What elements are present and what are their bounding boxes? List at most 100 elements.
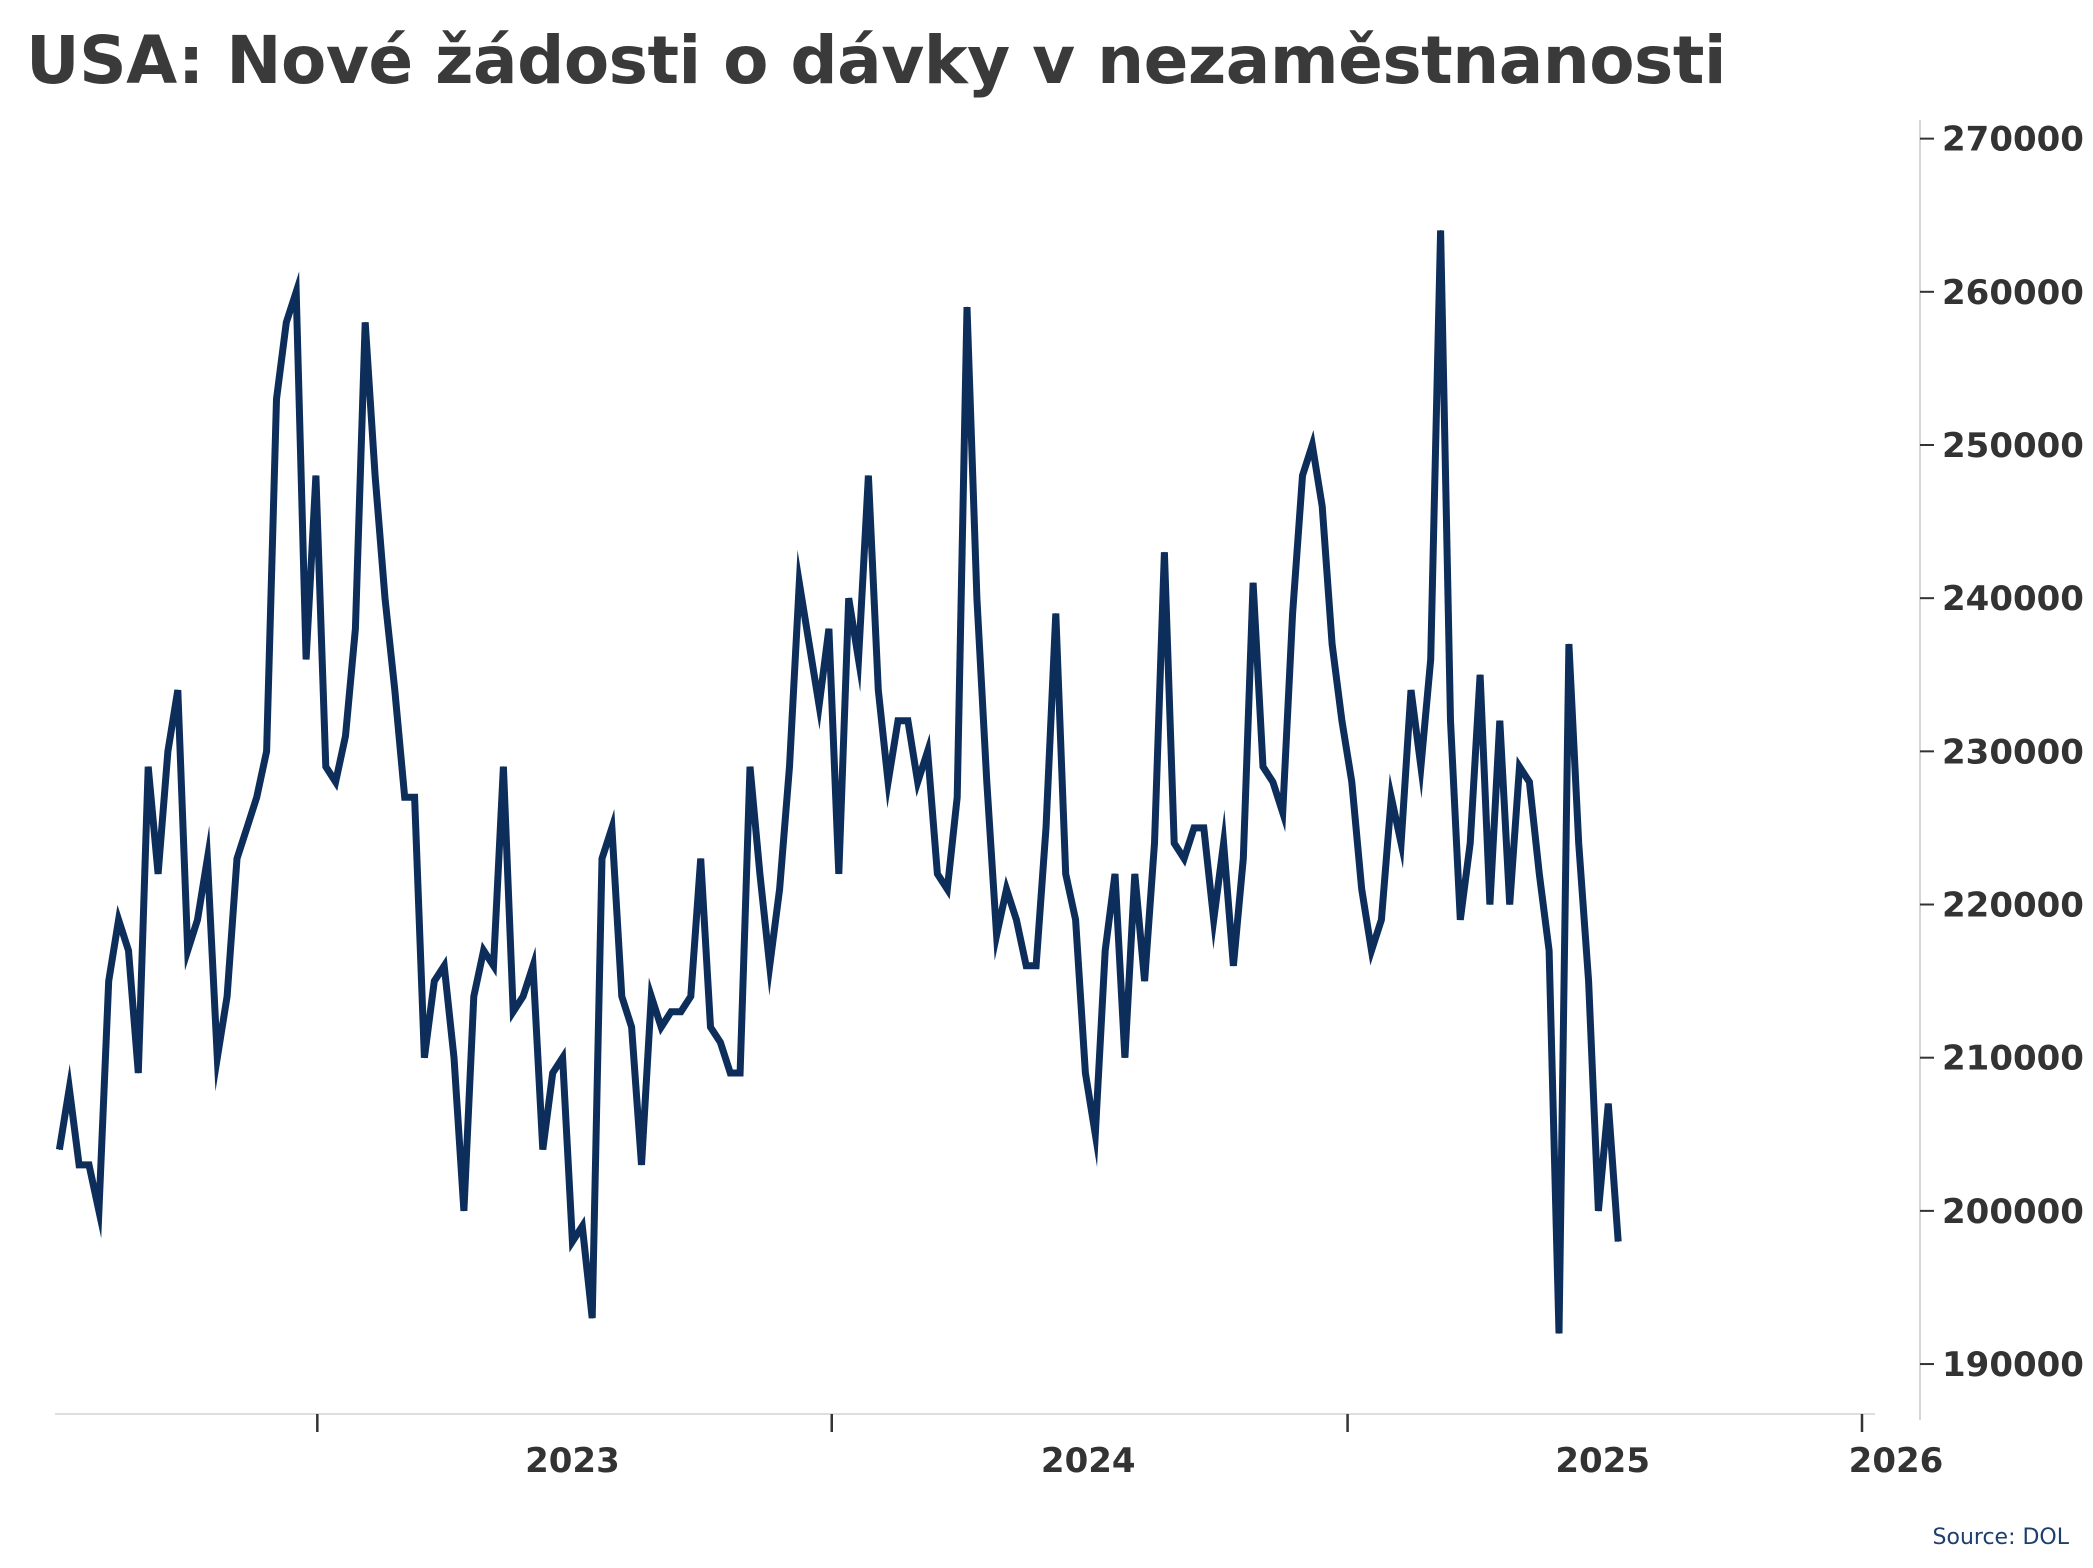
series-layer (55, 230, 1622, 1334)
data-point (729, 1072, 731, 1074)
y-tick-label: 210000 (1942, 1039, 2084, 1079)
data-point (1440, 230, 1442, 231)
data-point (779, 888, 781, 890)
data-point (335, 781, 337, 783)
data-point (1331, 643, 1333, 645)
data-point (828, 628, 830, 630)
data-point (877, 689, 879, 691)
data-point (1548, 950, 1550, 951)
data-point (206, 858, 208, 860)
data-point (1410, 689, 1412, 691)
data-point (562, 1057, 564, 1059)
data-point (1519, 766, 1520, 768)
data-point (473, 995, 475, 997)
data-point (256, 796, 258, 798)
data-point (167, 750, 169, 752)
data-point (1400, 842, 1402, 844)
data-point (522, 995, 524, 997)
data-point (542, 1149, 544, 1151)
data-point (394, 689, 396, 691)
data-point (739, 1072, 741, 1074)
data-point (1213, 919, 1215, 921)
data-point (1252, 582, 1254, 584)
y-tick-label: 230000 (1942, 732, 2084, 772)
data-point (680, 1011, 682, 1013)
data-point (187, 950, 189, 951)
data-point (315, 475, 317, 477)
data-point (88, 1164, 90, 1166)
x-tick-label: 2024 (1041, 1441, 1136, 1481)
data-point (1084, 1072, 1086, 1074)
data-point (1232, 965, 1234, 967)
data-point (641, 1164, 642, 1166)
data-point (660, 1026, 662, 1028)
data-point (867, 475, 869, 477)
data-point (1183, 858, 1185, 860)
data-point (68, 1087, 70, 1089)
data-point (769, 965, 771, 967)
data-point (285, 321, 287, 323)
data-point (493, 965, 494, 967)
data-point (364, 321, 366, 323)
data-point (443, 965, 445, 967)
data-point (345, 735, 346, 737)
data-point (433, 980, 435, 982)
data-point (996, 934, 998, 936)
data-point (917, 781, 919, 783)
data-point (670, 1011, 672, 1013)
data-point (483, 950, 485, 951)
source-note: Source: DOL (1932, 1525, 2069, 1550)
data-point (1568, 643, 1570, 645)
data-point (463, 1210, 465, 1212)
data-point (295, 291, 297, 293)
data-point (838, 873, 840, 875)
data-point (1489, 904, 1491, 905)
data-point (690, 995, 692, 997)
data-point (1509, 904, 1511, 905)
data-point (1538, 873, 1540, 875)
data-point (1124, 1057, 1126, 1059)
y-tick-label: 220000 (1942, 886, 2084, 926)
data-point (631, 1026, 633, 1028)
data-point (927, 750, 929, 752)
data-point (1193, 827, 1195, 829)
data-point (789, 766, 790, 768)
data-point (147, 766, 149, 768)
data-point (137, 1072, 139, 1074)
data-point (1065, 873, 1067, 875)
data-point (1075, 919, 1077, 921)
data-point (749, 766, 751, 768)
data-point (887, 781, 889, 783)
data-point (1499, 720, 1501, 722)
data-point (1015, 919, 1017, 921)
y-tick-label: 190000 (1942, 1345, 2084, 1385)
data-point (976, 597, 978, 599)
data-point (58, 1149, 60, 1151)
data-point (946, 888, 948, 890)
y-tick-label: 240000 (1942, 579, 2084, 619)
data-point (1578, 842, 1580, 844)
y-tick-label: 270000 (1942, 120, 2084, 160)
data-point (1104, 950, 1106, 951)
data-point (512, 1011, 514, 1013)
data-point (1479, 674, 1481, 676)
data-point (1025, 965, 1027, 967)
data-point (1588, 980, 1590, 982)
data-point (552, 1072, 554, 1074)
data-point (414, 796, 416, 798)
data-point (858, 658, 859, 660)
y-tick-label: 260000 (1942, 273, 2084, 313)
series-line (55, 230, 1622, 1334)
data-point (1262, 766, 1264, 768)
data-point (1607, 1103, 1609, 1105)
data-point (1302, 475, 1303, 477)
data-point (1045, 827, 1047, 829)
data-point (1420, 766, 1422, 768)
data-point (354, 628, 356, 630)
data-point (98, 1210, 100, 1212)
data-point (966, 306, 968, 308)
data-point (907, 720, 909, 722)
data-point (1528, 781, 1530, 783)
data-point (1597, 1210, 1599, 1212)
data-point (1351, 781, 1353, 783)
